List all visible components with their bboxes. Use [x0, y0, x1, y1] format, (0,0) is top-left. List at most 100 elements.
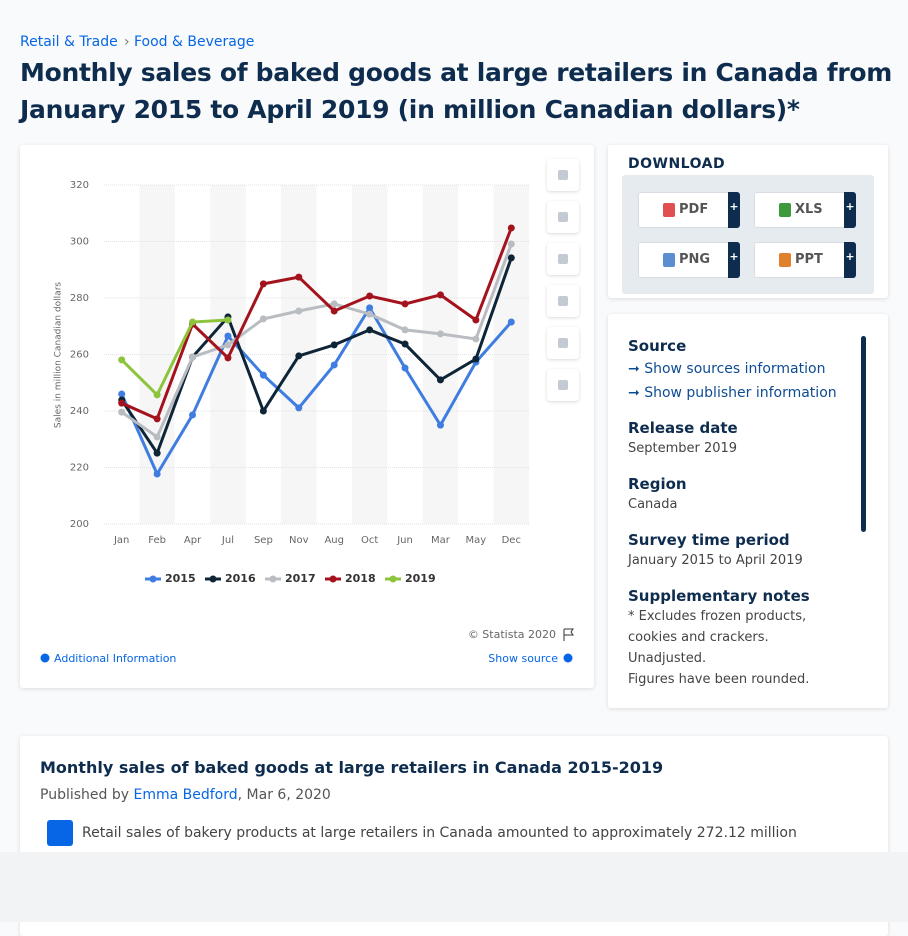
favorite-button[interactable] — [547, 159, 579, 191]
series-line — [120, 243, 513, 440]
point — [189, 411, 197, 419]
point — [189, 353, 197, 361]
y-tick-label: 220 — [70, 463, 89, 474]
x-tick-label: Feb — [148, 535, 166, 546]
alert-button[interactable] — [547, 201, 579, 233]
point — [189, 318, 197, 326]
additional-info[interactable]: Additional Information — [54, 652, 176, 665]
section-heading: Region — [628, 475, 687, 493]
series-line — [120, 304, 513, 478]
section-text: January 2015 to April 2019 — [628, 553, 803, 568]
plus[interactable]: + — [844, 242, 856, 278]
y-tick-label: 280 — [70, 293, 89, 304]
button-label[interactable]: XLS — [795, 202, 823, 217]
date: , Mar 6, 2020 — [237, 787, 331, 803]
file-icon — [779, 253, 791, 267]
source-link[interactable]: ➞ Show sources information — [628, 361, 826, 377]
page-title: January 2015 to April 2019 (in million C… — [20, 95, 800, 124]
point — [118, 408, 126, 416]
source-link[interactable]: ➞ Show publisher information — [628, 385, 837, 401]
point — [118, 390, 126, 398]
link-text[interactable]: Show sources information — [644, 361, 826, 377]
button-label[interactable]: PDF — [679, 202, 709, 217]
point — [366, 292, 374, 300]
point — [366, 304, 374, 312]
point — [224, 332, 232, 340]
y-tick-label: 260 — [70, 350, 89, 361]
point — [224, 316, 232, 324]
scrollbar[interactable] — [861, 336, 866, 532]
point — [118, 399, 126, 407]
legend-label: 2017 — [285, 572, 316, 585]
legend-label: 2016 — [225, 572, 256, 585]
cite-button[interactable] — [547, 327, 579, 359]
button-label[interactable]: PNG — [679, 252, 711, 267]
point — [401, 300, 409, 308]
point — [295, 273, 303, 281]
point — [507, 254, 515, 262]
y-axis-label: Sales in million Canadian dollars — [54, 282, 64, 428]
x-tick-label: Oct — [361, 535, 378, 546]
x-tick-label: May — [466, 535, 487, 546]
section-heading: Release date — [628, 419, 738, 437]
breadcrumb[interactable]: Retail & Trade — [20, 34, 118, 50]
details-card — [608, 314, 888, 708]
point — [472, 355, 480, 363]
print-button[interactable] — [547, 369, 579, 401]
section-text: Canada — [628, 497, 678, 512]
plus[interactable]: + — [728, 242, 740, 278]
point — [118, 356, 126, 364]
button-label[interactable]: PPT — [795, 252, 823, 267]
point — [259, 280, 267, 288]
article-title: Monthly sales of baked goods at large re… — [40, 758, 664, 777]
plus[interactable]: + — [844, 192, 856, 228]
settings-button[interactable] — [547, 243, 579, 275]
section-text: Unadjusted. — [628, 651, 707, 666]
author[interactable]: Emma Bedford — [133, 787, 238, 803]
breadcrumb[interactable]: Food & Beverage — [134, 34, 255, 50]
copyright: © Statista 2020 — [468, 628, 556, 641]
point — [401, 340, 409, 348]
point — [472, 316, 480, 324]
point — [436, 330, 444, 338]
download-button[interactable]: PDF + — [638, 192, 740, 228]
point — [507, 240, 515, 248]
article-text: Retail sales of bakery products at large… — [82, 825, 797, 841]
point — [436, 376, 444, 384]
section-text: cookies and crackers. — [628, 630, 769, 645]
point — [153, 470, 161, 478]
point — [153, 433, 161, 441]
share-button[interactable] — [547, 285, 579, 317]
chart: Sales in million Canadian dollars © Stat… — [40, 180, 574, 665]
series-line — [120, 318, 229, 398]
point — [224, 354, 232, 362]
bottom-bar — [0, 852, 908, 922]
point — [401, 364, 409, 372]
info-icon — [563, 653, 573, 663]
point — [330, 341, 338, 349]
x-tick-label: Jan — [113, 535, 129, 546]
point — [507, 224, 515, 232]
stats-icon — [47, 820, 73, 846]
point — [259, 315, 267, 323]
x-tick-label: Aug — [324, 535, 344, 546]
show-source[interactable]: Show source — [488, 652, 558, 665]
download-button[interactable]: PNG + — [638, 242, 740, 278]
link-text[interactable]: Show publisher information — [644, 385, 837, 401]
byline: Published by Emma Bedford, Mar 6, 2020 — [40, 787, 331, 803]
download-button[interactable]: PPT + — [754, 242, 856, 278]
file-icon — [663, 203, 675, 217]
download-button[interactable]: XLS + — [754, 192, 856, 228]
plus[interactable]: + — [728, 192, 740, 228]
legend-dot — [389, 575, 397, 583]
x-tick-label: Jul — [221, 535, 234, 546]
legend-dot — [329, 575, 337, 583]
x-tick-label: Jun — [396, 535, 413, 546]
point — [153, 449, 161, 457]
x-tick-label: Nov — [289, 535, 309, 546]
published-by: Published by — [40, 787, 130, 803]
section-heading: Survey time period — [628, 531, 790, 549]
column-band — [351, 185, 388, 524]
point — [330, 307, 338, 315]
x-tick-label: Sep — [254, 535, 273, 546]
